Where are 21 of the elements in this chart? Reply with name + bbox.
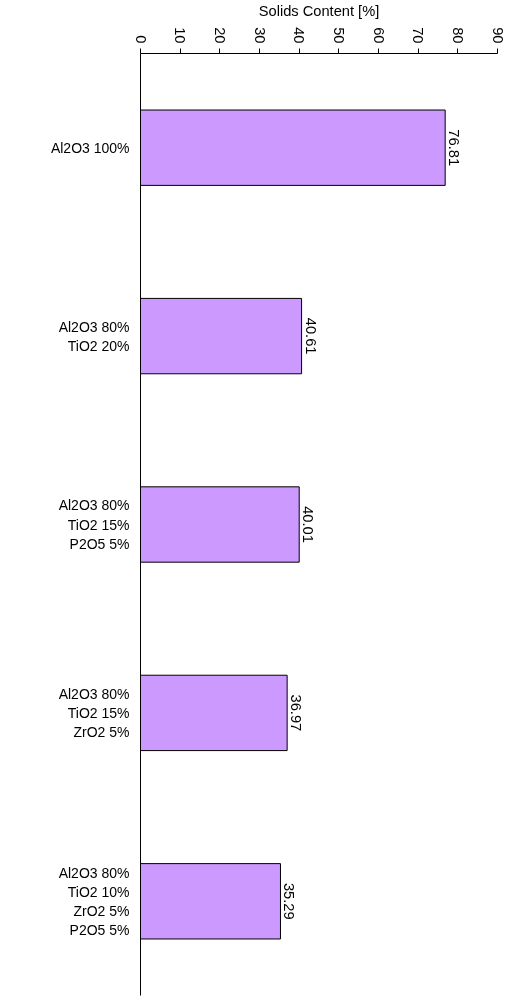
x-tick-label: 20 (211, 27, 228, 44)
x-tick-label: 30 (251, 27, 268, 44)
x-tick-label: 40 (291, 27, 308, 44)
data-label: 40.01 (300, 506, 317, 543)
data-label: 40.61 (302, 317, 319, 355)
y-tick-label: Al2O3 80% TiO2 20% (58, 318, 130, 354)
y-tick-label: Al2O3 80% TiO2 15% P2O5 5% (58, 497, 130, 552)
x-tick-label: 60 (370, 27, 387, 44)
x-axis-title: Solids Content [%] (258, 3, 380, 20)
x-tick-label: 80 (449, 27, 466, 44)
x-tick-label: 90 (489, 27, 506, 44)
data-label: 35.29 (281, 882, 298, 920)
data-label: 36.97 (288, 694, 305, 732)
x-tick-label: 0 (132, 35, 149, 44)
x-tick-label: 70 (410, 27, 427, 44)
x-tick-label: 50 (330, 27, 347, 44)
y-tick-label: Al2O3 80% TiO2 15% ZrO2 5% (58, 685, 130, 741)
y-tick-label: Al2O3 100% (50, 139, 130, 156)
x-tick-label: 10 (172, 27, 189, 44)
data-label: 76.81 (446, 129, 463, 167)
y-tick-label: Al2O3 80% TiO2 10% ZrO2 5% P2O5 5% (58, 864, 130, 939)
